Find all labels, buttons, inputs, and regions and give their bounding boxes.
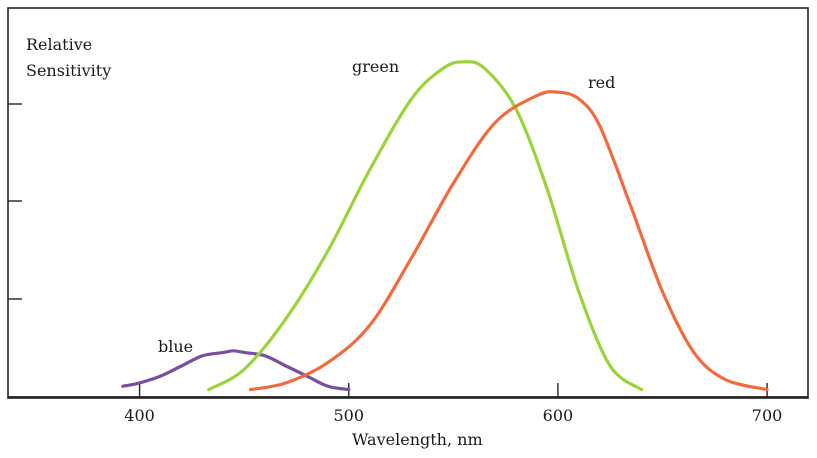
y-axis-label-line1: Relative <box>26 35 92 54</box>
red-label: red <box>588 73 615 92</box>
plot-frame <box>7 7 809 399</box>
green-curve <box>207 60 644 392</box>
green-label: green <box>352 57 399 76</box>
series-lines <box>121 60 769 392</box>
x-tick-label: 500 <box>333 406 364 425</box>
x-ticks: 400 500 600 700 <box>124 383 782 425</box>
x-tick-label: 700 <box>752 406 783 425</box>
y-axis-label-line2: Sensitivity <box>26 61 111 80</box>
x-tick-label: 400 <box>124 406 155 425</box>
series-labels: blue green red <box>158 57 615 356</box>
x-axis-label: Wavelength, nm <box>352 430 483 449</box>
red-curve <box>248 90 769 392</box>
blue-label: blue <box>158 337 193 356</box>
y-ticks <box>8 103 22 300</box>
x-tick-label: 600 <box>543 406 574 425</box>
